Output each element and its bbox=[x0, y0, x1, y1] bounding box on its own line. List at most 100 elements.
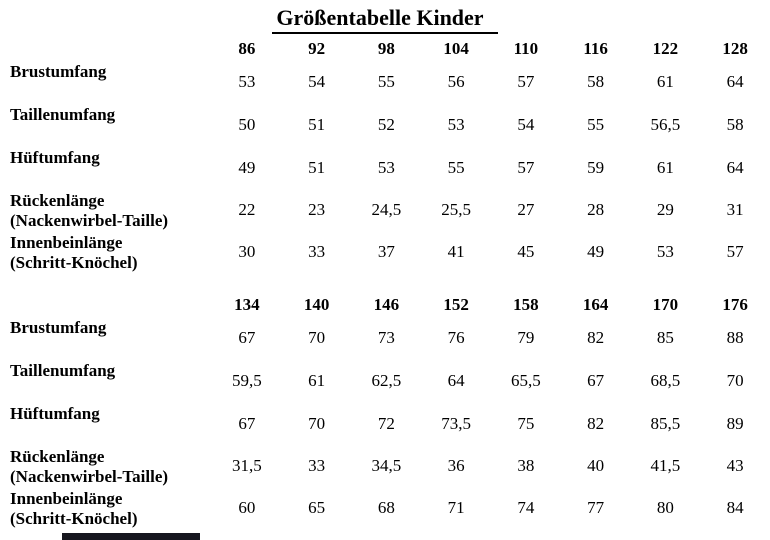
measurement-value: 70 bbox=[308, 413, 326, 433]
measurement-value: 85 bbox=[656, 327, 674, 347]
measurement-label: Innenbeinlänge (Schritt-Knöchel) bbox=[0, 487, 212, 529]
page-title: Größentabelle Kinder bbox=[272, 5, 498, 34]
measurement-value: 55 bbox=[447, 157, 465, 177]
measurement-label-line: Taillenumfang bbox=[10, 361, 116, 380]
measurement-value: 52 bbox=[377, 114, 395, 134]
measurement-value: 49 bbox=[238, 157, 256, 177]
size-column-header: 152 bbox=[443, 295, 469, 314]
measurement-value: 56,5 bbox=[650, 114, 681, 134]
measurement-value: 45 bbox=[517, 242, 535, 261]
measurement-value: 70 bbox=[308, 327, 326, 347]
measurement-value: 72 bbox=[377, 413, 395, 433]
measurement-value: 64 bbox=[726, 71, 744, 91]
measurement-value: 55 bbox=[377, 71, 395, 91]
measurement-value: 50 bbox=[238, 114, 256, 134]
measurement-value: 54 bbox=[308, 71, 326, 91]
measurement-value: 53 bbox=[238, 71, 256, 91]
size-column-header: 158 bbox=[513, 295, 539, 314]
measurement-value: 61 bbox=[308, 370, 326, 390]
measurement-value: 36 bbox=[447, 456, 465, 475]
measurement-value: 68 bbox=[377, 498, 395, 517]
measurement-value: 56 bbox=[447, 71, 465, 91]
measurement-row: Taillenumfang 50 51 52 53 54 55 56,5 58 bbox=[0, 103, 770, 146]
measurement-value: 61 bbox=[656, 71, 674, 91]
measurement-label-line: (Nackenwirbel-Taille) bbox=[10, 467, 169, 486]
measurement-row: Taillenumfang 59,5 61 62,5 64 65,5 67 68,5 70 bbox=[0, 359, 770, 402]
measurement-value: 82 bbox=[587, 327, 605, 347]
measurement-value: 84 bbox=[726, 498, 744, 517]
measurement-value: 51 bbox=[308, 157, 326, 177]
measurement-row: Innenbeinlänge (Schritt-Knöchel) 30 33 37 41 4… bbox=[0, 231, 770, 273]
size-table-section: 134 140 146 152 158 164 170 176 Brustumfang 67 70 7… bbox=[0, 294, 770, 529]
size-column-header: 104 bbox=[443, 39, 469, 58]
measurement-value: 34,5 bbox=[371, 456, 402, 475]
size-column-header: 92 bbox=[308, 39, 326, 58]
size-column-header: 128 bbox=[722, 39, 748, 58]
measurement-value: 74 bbox=[517, 498, 535, 517]
measurement-value: 37 bbox=[377, 242, 395, 261]
measurement-label-line: Brustumfang bbox=[10, 318, 107, 337]
size-column-header: 176 bbox=[722, 295, 748, 314]
measurement-value: 23 bbox=[308, 200, 326, 219]
measurement-value: 70 bbox=[726, 370, 744, 390]
measurement-label: Hüftumfang bbox=[0, 402, 212, 445]
measurement-value: 28 bbox=[587, 200, 605, 219]
measurement-label-line: Innenbeinlänge bbox=[10, 233, 123, 252]
size-column-header: 98 bbox=[377, 39, 395, 58]
measurement-label-line: Hüftumfang bbox=[10, 404, 100, 423]
measurement-value: 57 bbox=[517, 71, 535, 91]
measurement-value: 73,5 bbox=[441, 413, 471, 433]
measurement-value: 79 bbox=[517, 327, 535, 347]
measurement-label-line: (Nackenwirbel-Taille) bbox=[10, 211, 169, 230]
measurement-label: Hüftumfang bbox=[0, 146, 212, 189]
measurement-row: Hüftumfang 49 51 53 55 57 59 61 64 bbox=[0, 146, 770, 189]
measurement-value: 41 bbox=[447, 242, 465, 261]
measurement-row: Brustumfang 67 70 73 76 79 82 85 88 bbox=[0, 316, 770, 359]
measurement-value: 55 bbox=[587, 114, 605, 134]
size-table: 86 92 98 104 110 116 122 128 Brustumfang 53 54 55 56… bbox=[0, 38, 770, 529]
measurement-value: 67 bbox=[238, 413, 256, 433]
measurement-value: 53 bbox=[656, 242, 674, 261]
measurement-value: 41,5 bbox=[650, 456, 681, 475]
size-column-header: 122 bbox=[652, 39, 679, 58]
measurement-row: Rückenlänge (Nackenwirbel-Taille) 22 23 24,5… bbox=[0, 189, 770, 231]
measurement-value: 71 bbox=[447, 498, 465, 517]
size-column-header: 116 bbox=[583, 39, 608, 58]
measurement-value: 25,5 bbox=[441, 200, 471, 219]
measurement-label-line: Brustumfang bbox=[10, 62, 107, 81]
measurement-value: 82 bbox=[587, 413, 605, 433]
size-column-header: 164 bbox=[582, 295, 609, 314]
measurement-value: 31 bbox=[726, 200, 744, 219]
measurement-value: 64 bbox=[726, 157, 744, 177]
measurement-value: 59 bbox=[587, 157, 605, 177]
measurement-label: Brustumfang bbox=[0, 60, 212, 103]
empty-header-cell bbox=[0, 294, 212, 316]
measurement-value: 67 bbox=[238, 327, 256, 347]
measurement-value: 62,5 bbox=[371, 370, 402, 390]
measurement-label-line: Hüftumfang bbox=[10, 148, 100, 167]
measurement-value: 64 bbox=[447, 370, 465, 390]
size-column-header: 170 bbox=[652, 295, 679, 314]
measurement-value: 59,5 bbox=[232, 370, 262, 390]
size-column-header: 86 bbox=[238, 39, 256, 58]
measurement-value: 53 bbox=[447, 114, 465, 134]
measurement-value: 89 bbox=[726, 413, 744, 433]
measurement-row: Hüftumfang 67 70 72 73,5 75 82 85,5 89 bbox=[0, 402, 770, 445]
measurement-value: 76 bbox=[447, 327, 465, 347]
measurement-value: 77 bbox=[587, 498, 605, 517]
measurement-label: Rückenlänge (Nackenwirbel-Taille) bbox=[0, 189, 212, 231]
measurement-label-line: Taillenumfang bbox=[10, 105, 116, 124]
empty-header-cell bbox=[0, 38, 212, 60]
measurement-value: 33 bbox=[308, 242, 326, 261]
measurement-label-line: (Schritt-Knöchel) bbox=[10, 253, 138, 272]
measurement-value: 30 bbox=[238, 242, 256, 261]
measurement-row: Brustumfang 53 54 55 56 57 58 61 64 bbox=[0, 60, 770, 103]
measurement-value: 88 bbox=[726, 327, 744, 347]
bottom-bar bbox=[62, 533, 200, 540]
size-column-header: 134 bbox=[234, 295, 260, 314]
measurement-value: 58 bbox=[726, 114, 744, 134]
measurement-label: Taillenumfang bbox=[0, 103, 212, 146]
measurement-value: 73 bbox=[377, 327, 395, 347]
measurement-value: 75 bbox=[517, 413, 535, 433]
measurement-label-line: Rückenlänge bbox=[10, 447, 105, 466]
